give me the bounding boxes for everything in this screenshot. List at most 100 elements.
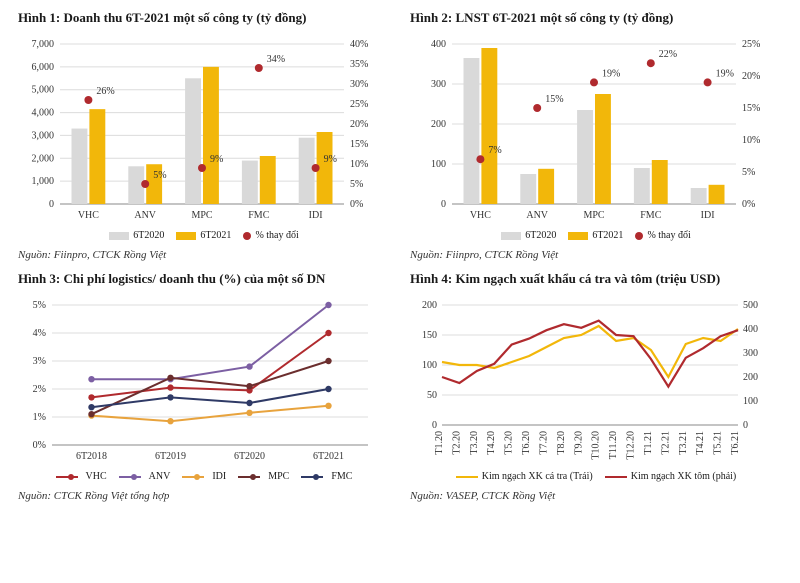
legend-mpc: MPC (238, 471, 289, 482)
svg-text:15%: 15% (742, 103, 760, 114)
svg-text:VHC: VHC (470, 210, 491, 221)
svg-text:ANV: ANV (526, 210, 548, 221)
legend-6t2021: 6T2021 (176, 230, 231, 241)
svg-text:FMC: FMC (248, 210, 269, 221)
svg-text:400: 400 (431, 39, 446, 50)
svg-text:4%: 4% (33, 328, 46, 339)
svg-text:150: 150 (422, 330, 437, 341)
legend-catra: Kim ngạch XK cá tra (Trái) (456, 471, 593, 482)
chart3-source: Nguồn: CTCK Rồng Việt tổng hợp (18, 490, 390, 502)
legend-label: 6T2020 (525, 230, 556, 241)
svg-text:1,000: 1,000 (32, 176, 55, 187)
svg-text:T6.20: T6.20 (521, 431, 532, 455)
svg-text:FMC: FMC (640, 210, 661, 221)
svg-text:5%: 5% (350, 179, 363, 190)
svg-text:35%: 35% (350, 59, 368, 70)
svg-text:0%: 0% (350, 199, 363, 210)
chart2-title: Hình 2: LNST 6T-2021 một số công ty (tỷ … (410, 10, 782, 26)
svg-text:T4.21: T4.21 (695, 431, 706, 455)
svg-text:7,000: 7,000 (32, 39, 55, 50)
legend-label: % thay đổi (647, 230, 690, 241)
svg-text:T8.20: T8.20 (556, 431, 567, 455)
chart3-legend: VHC ANV IDI MPC FMC (18, 471, 390, 482)
svg-text:T2.21: T2.21 (660, 431, 671, 455)
legend-idi: IDI (182, 471, 226, 482)
svg-text:2%: 2% (33, 384, 46, 395)
svg-text:0: 0 (441, 199, 446, 210)
legend-fmc: FMC (301, 471, 352, 482)
svg-text:MPC: MPC (191, 210, 212, 221)
legend-anv: ANV (119, 471, 171, 482)
svg-text:0: 0 (432, 420, 437, 431)
legend-label: FMC (331, 471, 352, 482)
svg-text:100: 100 (422, 360, 437, 371)
svg-text:300: 300 (431, 79, 446, 90)
svg-text:50: 50 (427, 390, 437, 401)
svg-text:ANV: ANV (134, 210, 156, 221)
svg-text:19%: 19% (602, 68, 620, 79)
svg-text:6T2021: 6T2021 (313, 451, 344, 462)
chart4-svg: 0501001502000100200300400500T1.20T2.20T3… (410, 297, 770, 467)
svg-text:T9.20: T9.20 (573, 431, 584, 455)
svg-text:T2.20: T2.20 (451, 431, 462, 455)
legend-pct: % thay đổi (243, 230, 298, 241)
svg-text:0%: 0% (33, 440, 46, 451)
legend-label: Kim ngạch XK tôm (phải) (631, 471, 737, 482)
chart3-box: 0%1%2%3%4%5%6T20186T20196T20206T2021 (18, 297, 390, 467)
legend-label: MPC (268, 471, 289, 482)
chart4-box: 0501001502000100200300400500T1.20T2.20T3… (410, 297, 782, 467)
svg-text:25%: 25% (742, 39, 760, 50)
chart2-svg: 01002003004000%5%10%15%20%25%VHC7%ANV15%… (410, 36, 770, 226)
legend-label: 6T2021 (200, 230, 231, 241)
chart2-box: 01002003004000%5%10%15%20%25%VHC7%ANV15%… (410, 36, 782, 226)
svg-text:20%: 20% (742, 71, 760, 82)
svg-text:9%: 9% (210, 154, 223, 165)
svg-text:10%: 10% (742, 135, 760, 146)
panel-chart3: Hình 3: Chi phí logistics/ doanh thu (%)… (18, 271, 390, 502)
svg-text:T3.21: T3.21 (678, 431, 689, 455)
svg-text:4,000: 4,000 (32, 108, 55, 119)
svg-text:19%: 19% (716, 68, 734, 79)
svg-text:0: 0 (743, 420, 748, 431)
legend-label: 6T2021 (592, 230, 623, 241)
svg-text:5%: 5% (153, 170, 166, 181)
panel-chart4: Hình 4: Kim ngạch xuất khẩu cá tra và tô… (410, 271, 782, 502)
legend-6t2020: 6T2020 (109, 230, 164, 241)
panel-chart1: Hình 1: Doanh thu 6T-2021 một số công ty… (18, 10, 390, 261)
legend-label: Kim ngạch XK cá tra (Trái) (482, 471, 593, 482)
svg-text:10%: 10% (350, 159, 368, 170)
legend-6t2020: 6T2020 (501, 230, 556, 241)
chart3-title: Hình 3: Chi phí logistics/ doanh thu (%)… (18, 271, 390, 287)
svg-text:25%: 25% (350, 99, 368, 110)
chart2-source: Nguồn: Fiinpro, CTCK Rồng Việt (410, 249, 782, 261)
svg-text:T7.20: T7.20 (538, 431, 549, 455)
legend-label: 6T2020 (133, 230, 164, 241)
svg-text:IDI: IDI (309, 210, 323, 221)
svg-text:9%: 9% (324, 154, 337, 165)
chart4-source: Nguồn: VASEP, CTCK Rồng Việt (410, 490, 782, 502)
svg-text:3%: 3% (33, 356, 46, 367)
svg-text:T4.20: T4.20 (486, 431, 497, 455)
chart1-legend: 6T2020 6T2021 % thay đổi (18, 230, 390, 241)
svg-text:T12.20: T12.20 (626, 431, 637, 460)
svg-text:22%: 22% (659, 49, 677, 60)
svg-text:40%: 40% (350, 39, 368, 50)
legend-label: ANV (149, 471, 171, 482)
svg-text:T1.20: T1.20 (434, 431, 445, 455)
svg-text:MPC: MPC (583, 210, 604, 221)
svg-text:30%: 30% (350, 79, 368, 90)
svg-text:34%: 34% (267, 54, 285, 65)
svg-text:300: 300 (743, 348, 758, 359)
svg-text:15%: 15% (545, 94, 563, 105)
svg-text:6T2020: 6T2020 (234, 451, 265, 462)
svg-text:T11.20: T11.20 (608, 431, 619, 459)
svg-text:400: 400 (743, 324, 758, 335)
panel-chart2: Hình 2: LNST 6T-2021 một số công ty (tỷ … (410, 10, 782, 261)
svg-text:7%: 7% (488, 145, 501, 156)
legend-vhc: VHC (56, 471, 107, 482)
legend-6t2021: 6T2021 (568, 230, 623, 241)
svg-text:26%: 26% (96, 86, 114, 97)
svg-text:T6.21: T6.21 (730, 431, 741, 455)
svg-text:100: 100 (743, 396, 758, 407)
svg-text:T1.21: T1.21 (643, 431, 654, 455)
